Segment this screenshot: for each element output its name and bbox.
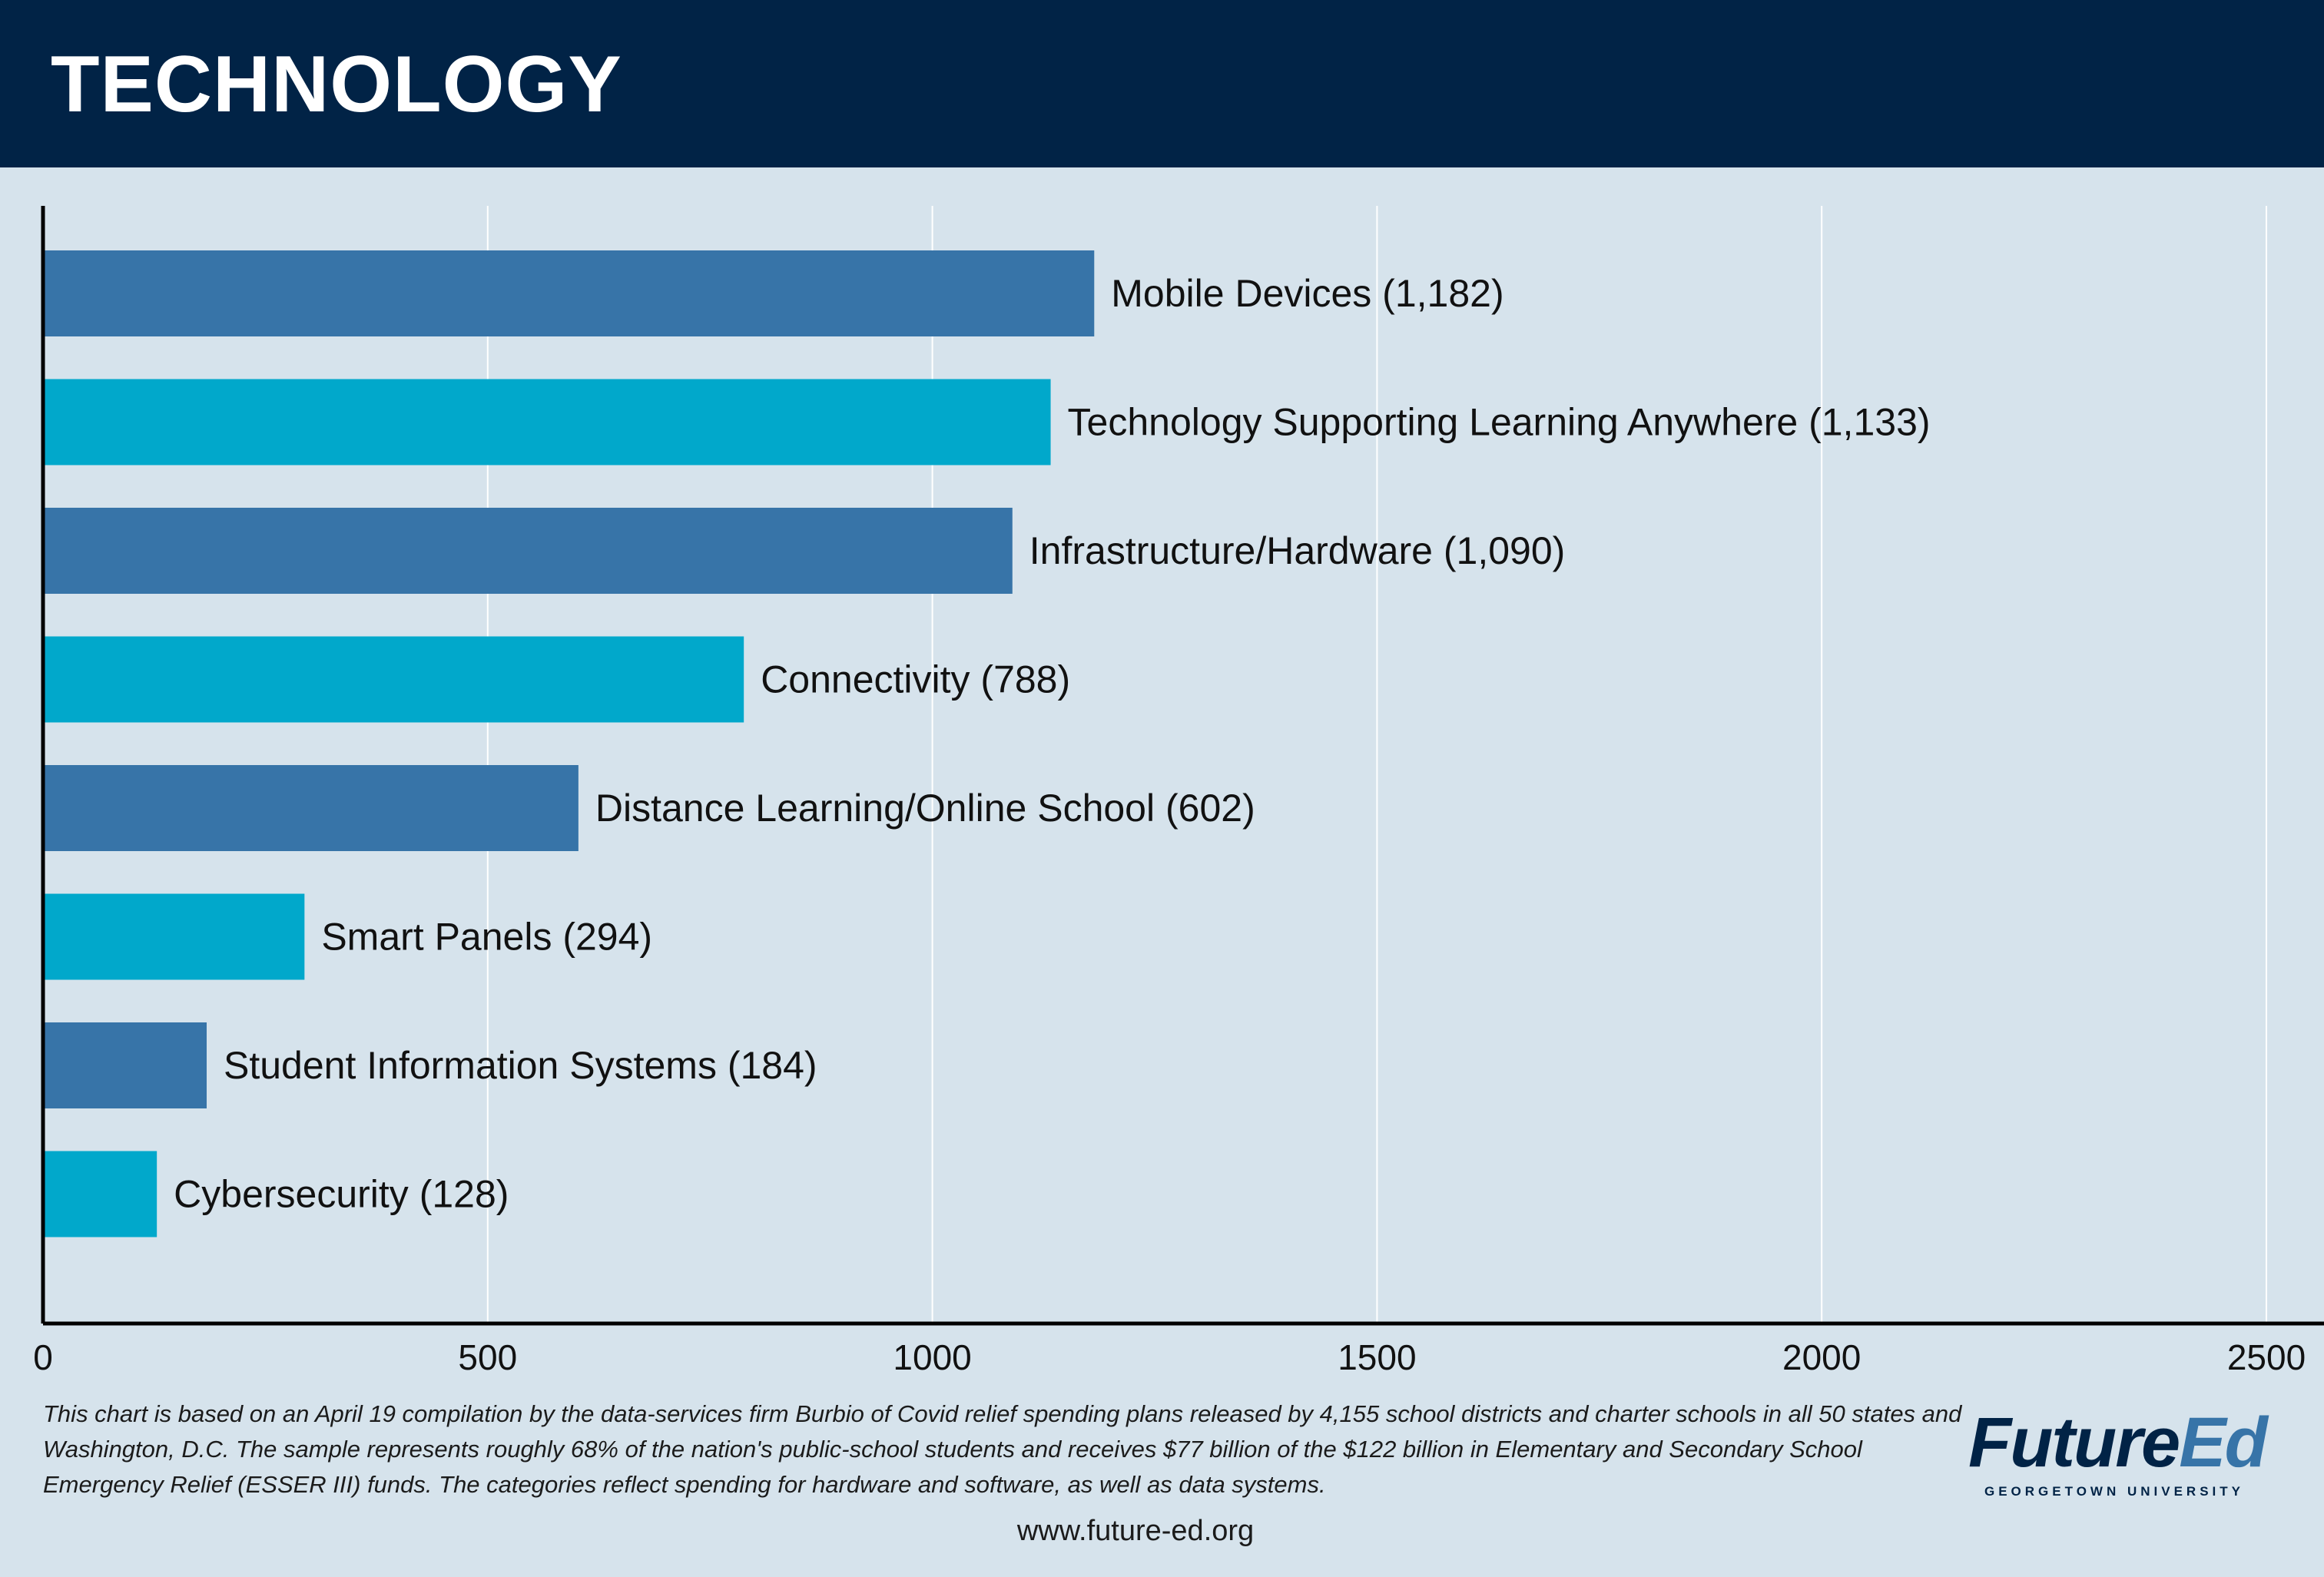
bar-label-2: Infrastructure/Hardware (1,090) xyxy=(1029,529,1566,572)
bar-3 xyxy=(43,636,744,723)
x-tick-label-1: 500 xyxy=(458,1337,517,1377)
bar-2 xyxy=(43,508,1013,594)
bar-label-5: Smart Panels (294) xyxy=(321,916,652,959)
logo-wordmark-part2: Ed xyxy=(2179,1403,2268,1482)
bar-chart: Mobile Devices (1,182) Technology Support… xyxy=(33,206,2324,1377)
footnote: This chart is based on an April 19 compi… xyxy=(43,1400,1962,1498)
bar-7 xyxy=(43,1151,157,1237)
x-tick-label-5: 2500 xyxy=(2227,1337,2306,1377)
bar-label-0: Mobile Devices (1,182) xyxy=(1111,272,1503,315)
bar-4 xyxy=(43,765,579,851)
bar-5 xyxy=(43,893,305,980)
website-url: www.future-ed.org xyxy=(1016,1515,1255,1547)
logo-wordmark: FutureEd xyxy=(1968,1407,2268,1478)
bar-label-6: Student Information Systems (184) xyxy=(224,1044,817,1087)
bar-label-3: Connectivity (788) xyxy=(761,658,1070,701)
bar-label-1: Technology Supporting Learning Anywhere … xyxy=(1068,401,1931,444)
x-tick-label-3: 1500 xyxy=(1338,1337,1416,1377)
bar-0 xyxy=(43,250,1095,336)
bar-1 xyxy=(43,379,1051,465)
page-title: TECHNOLOGY xyxy=(51,40,622,129)
header-banner: TECHNOLOGY xyxy=(0,0,2324,167)
bar-label-4: Distance Learning/Online School (602) xyxy=(595,787,1255,830)
bar-6 xyxy=(43,1022,207,1108)
logo-subtitle: GEORGETOWN UNIVERSITY xyxy=(1984,1484,2244,1499)
futureed-logo: FutureEd GEORGETOWN UNIVERSITY xyxy=(1968,1407,2268,1499)
bar-label-7: Cybersecurity (128) xyxy=(174,1173,509,1216)
x-tick-label-4: 2000 xyxy=(1782,1337,1861,1377)
x-tick-label-2: 1000 xyxy=(893,1337,971,1377)
logo-wordmark-part1: Future xyxy=(1968,1403,2180,1482)
x-tick-label-0: 0 xyxy=(33,1337,53,1377)
